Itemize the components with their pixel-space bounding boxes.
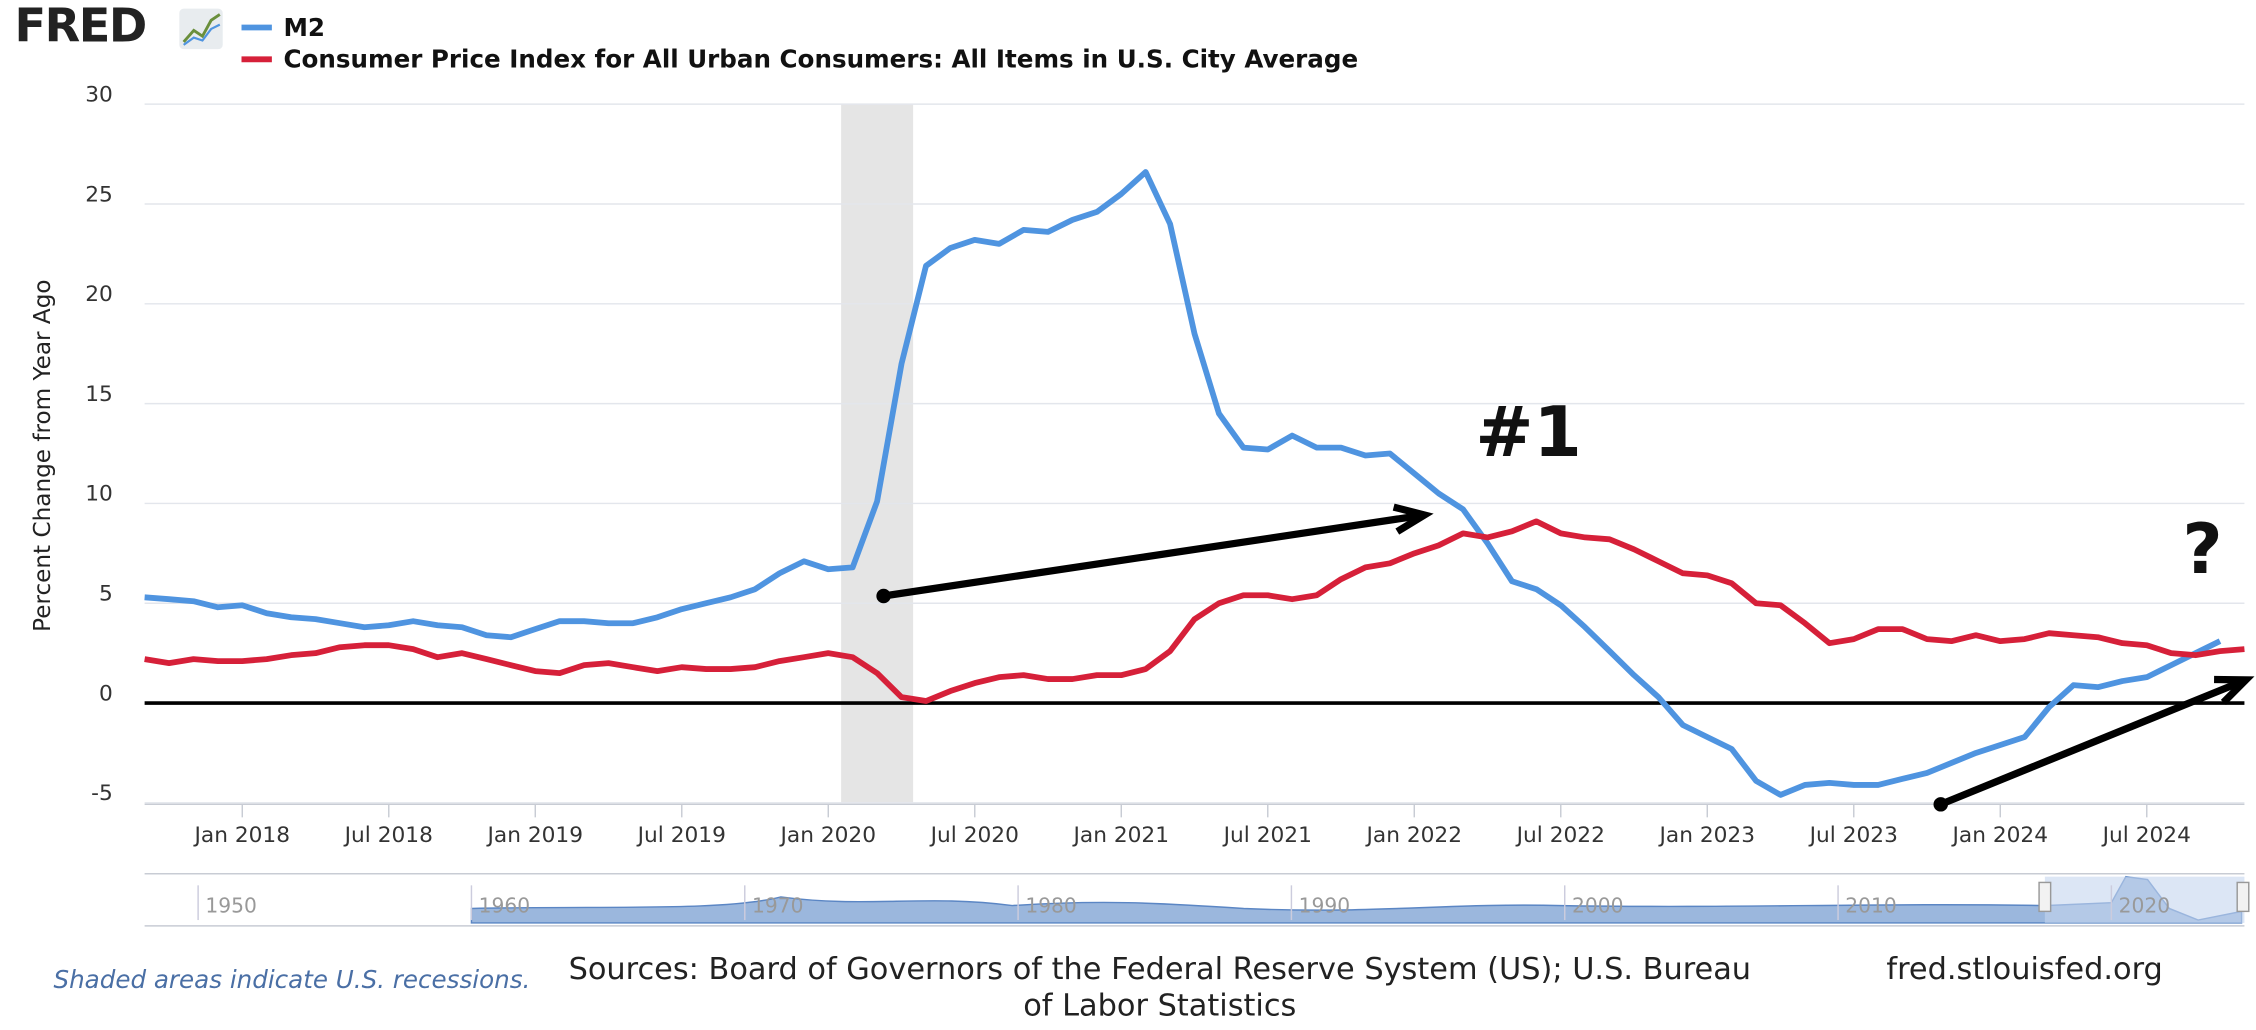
y-tick-label: 5 bbox=[99, 582, 113, 607]
annotation: ? bbox=[2182, 510, 2222, 590]
y-axis-label: Percent Change from Year Ago bbox=[30, 279, 56, 631]
y-tick-label: 20 bbox=[85, 282, 113, 307]
plot: -5 0 5 10 15 20 25 30 Jan 2018 Jul 2018 Jan 2019 Ju… bbox=[85, 82, 2245, 848]
y-tick-label: 10 bbox=[85, 482, 113, 507]
x-tick-label: Jul 2019 bbox=[636, 823, 726, 848]
legend-label: M2 bbox=[283, 13, 325, 42]
x-tick-label: Jan 2018 bbox=[193, 823, 291, 848]
x-tick-label: Jan 2020 bbox=[779, 823, 877, 848]
x-tick-label: Jan 2019 bbox=[486, 823, 584, 848]
navigator-label: 2020 bbox=[2119, 894, 2170, 918]
x-tick-label: Jul 2021 bbox=[1222, 823, 1312, 848]
x-tick-label: Jul 2022 bbox=[1515, 823, 1605, 848]
y-tick-label: 25 bbox=[85, 182, 113, 207]
annotation-arrow bbox=[883, 511, 1425, 600]
x-tick-label: Jul 2018 bbox=[343, 823, 433, 848]
footer-site: fred.stlouisfed.org bbox=[1886, 952, 2162, 987]
annotation-arrow-head bbox=[1392, 503, 1434, 535]
x-tick-label: Jan 2024 bbox=[1951, 823, 2049, 848]
navigator bbox=[144, 873, 2250, 927]
series-line bbox=[144, 518, 2245, 704]
x-tick-label: Jan 2021 bbox=[1072, 823, 1170, 848]
annotation: #1 bbox=[1475, 393, 1581, 473]
navigator-label: 1950 bbox=[205, 894, 256, 918]
annotation-arrow-head bbox=[2214, 675, 2255, 706]
navigator-label: 1960 bbox=[479, 894, 530, 918]
y-tick-label: 30 bbox=[85, 82, 113, 107]
footer-sources: of Labor Statistics bbox=[1023, 988, 1296, 1023]
logo-icon bbox=[179, 8, 223, 50]
navigator-label: 2000 bbox=[1572, 894, 1623, 918]
navigator-label: 1990 bbox=[1299, 894, 1350, 918]
x-tick-label: Jul 2023 bbox=[1808, 823, 1898, 848]
annotation-arrow-dot bbox=[1933, 797, 1948, 812]
x-tick-label: Jan 2023 bbox=[1658, 823, 1756, 848]
x-tick-label: Jul 2020 bbox=[929, 823, 1019, 848]
legend-label: Consumer Price Index for All Urban Consu… bbox=[283, 45, 1358, 74]
recession-band bbox=[841, 104, 914, 803]
x-tick-label: Jul 2024 bbox=[2101, 823, 2191, 848]
navigator-label: 1970 bbox=[752, 894, 803, 918]
series-line bbox=[144, 169, 2222, 798]
navigator-label: 2010 bbox=[1845, 894, 1896, 918]
footer-sources: Sources: Board of Governors of the Feder… bbox=[569, 952, 1751, 987]
annotation-arrow-dot bbox=[876, 588, 891, 604]
navigator-label: 1980 bbox=[1025, 894, 1076, 918]
logo: FRED bbox=[14, 0, 145, 52]
y-tick-label: -5 bbox=[91, 781, 113, 806]
annotation-arrow bbox=[1939, 676, 2248, 808]
x-tick-label: Jan 2022 bbox=[1365, 823, 1463, 848]
footer-note: Shaded areas indicate U.S. recessions. bbox=[54, 965, 531, 994]
y-tick-label: 15 bbox=[85, 382, 113, 407]
y-tick-label: 0 bbox=[99, 681, 113, 706]
